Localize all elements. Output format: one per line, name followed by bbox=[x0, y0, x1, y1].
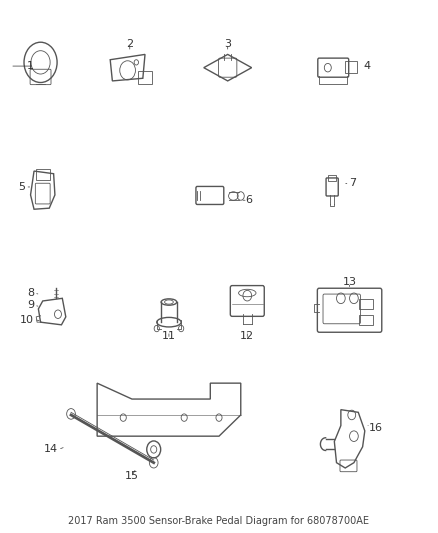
Text: 12: 12 bbox=[240, 332, 254, 342]
Text: 6: 6 bbox=[245, 195, 252, 205]
Text: 10: 10 bbox=[20, 314, 34, 325]
Text: 5: 5 bbox=[18, 182, 25, 192]
Text: 1: 1 bbox=[27, 61, 34, 71]
Text: 7: 7 bbox=[350, 177, 357, 188]
Text: 3: 3 bbox=[224, 39, 231, 49]
Text: 2017 Ram 3500 Sensor-Brake Pedal Diagram for 68078700AE: 2017 Ram 3500 Sensor-Brake Pedal Diagram… bbox=[68, 516, 370, 526]
Text: 15: 15 bbox=[125, 471, 139, 481]
Text: 14: 14 bbox=[44, 445, 58, 455]
Text: 16: 16 bbox=[369, 423, 383, 433]
Text: 11: 11 bbox=[162, 332, 176, 342]
Text: 13: 13 bbox=[343, 277, 357, 287]
Text: 4: 4 bbox=[364, 61, 371, 71]
Text: 8: 8 bbox=[27, 288, 34, 298]
Text: 2: 2 bbox=[126, 39, 133, 49]
Text: 9: 9 bbox=[27, 300, 34, 310]
